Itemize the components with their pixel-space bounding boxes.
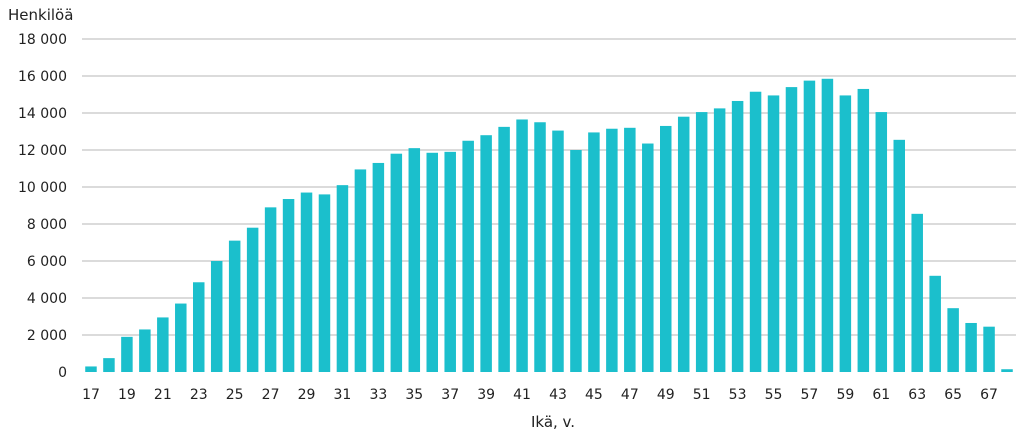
bar-age-37 xyxy=(444,151,456,372)
x-tick-label: 23 xyxy=(190,387,208,403)
x-tick-label: 45 xyxy=(585,387,603,403)
bar-age-59 xyxy=(839,95,852,373)
bars xyxy=(85,78,1013,373)
y-tick-label: 16 000 xyxy=(18,69,67,85)
bar-age-18 xyxy=(103,358,115,373)
bar-age-50 xyxy=(677,116,690,372)
bar-age-56 xyxy=(785,87,798,372)
x-tick-label: 21 xyxy=(154,387,172,403)
y-tick-label: 6 000 xyxy=(27,254,67,270)
bar-age-43 xyxy=(552,130,564,372)
bar-age-66 xyxy=(965,322,977,372)
bar-age-27 xyxy=(264,207,277,372)
bar-age-54 xyxy=(749,91,762,372)
x-tick-label: 33 xyxy=(369,387,387,403)
bar-age-30 xyxy=(318,194,331,372)
x-tick-label: 37 xyxy=(441,387,459,403)
x-axis-title: Ikä, v. xyxy=(531,413,575,431)
bar-age-26 xyxy=(246,227,259,372)
bar-age-48 xyxy=(642,143,654,372)
x-tick-label: 47 xyxy=(621,387,639,403)
x-tick-label: 17 xyxy=(82,387,100,403)
bar-age-52 xyxy=(713,108,726,373)
bar-age-40 xyxy=(498,126,510,373)
bar-age-62 xyxy=(893,139,905,372)
y-tick-label: 12 000 xyxy=(18,143,67,159)
bar-age-24 xyxy=(210,261,223,372)
x-tick-label: 27 xyxy=(262,387,280,403)
bar-age-64 xyxy=(929,275,941,372)
x-tick-label: 53 xyxy=(729,387,747,403)
x-tick-label: 35 xyxy=(405,387,423,403)
bar-age-28 xyxy=(282,199,295,372)
x-tick-label: 39 xyxy=(477,387,495,403)
y-tick-label: 2 000 xyxy=(27,328,67,344)
x-tick-label: 51 xyxy=(693,387,711,403)
x-tick-label: 59 xyxy=(836,387,854,403)
bar-age-21 xyxy=(157,317,169,372)
bar-age-35 xyxy=(408,148,421,372)
x-tick-label: 57 xyxy=(801,387,819,403)
bar-age-23 xyxy=(193,282,205,372)
bar-age-60 xyxy=(857,88,870,372)
bar-age-65 xyxy=(947,308,959,372)
x-tick-label: 31 xyxy=(334,387,352,403)
bar-age-67 xyxy=(983,326,995,372)
y-tick-label: 14 000 xyxy=(18,106,67,122)
bar-age-63 xyxy=(911,213,923,372)
x-tick-label: 41 xyxy=(513,387,531,403)
x-tick-label: 61 xyxy=(872,387,890,403)
y-tick-label: 18 000 xyxy=(18,32,67,48)
x-tick-labels: 17 19 21 23 25 27 29 31 33 35 37 39 41 43 45 47 49 51 53 55… xyxy=(82,387,998,403)
y-tick-label: 10 000 xyxy=(18,180,67,196)
bar-age-20 xyxy=(139,329,151,372)
bar-age-32 xyxy=(354,169,367,372)
bar-age-49 xyxy=(660,125,672,372)
x-tick-label: 65 xyxy=(944,387,962,403)
bar-age-34 xyxy=(390,153,403,372)
bar-age-53 xyxy=(731,100,744,372)
bar-age-45 xyxy=(588,132,600,372)
x-tick-label: 25 xyxy=(226,387,244,403)
bar-age-36 xyxy=(426,152,438,372)
bar-age-29 xyxy=(300,192,313,372)
bar-age-61 xyxy=(875,112,888,372)
x-tick-label: 49 xyxy=(657,387,675,403)
x-tick-label: 29 xyxy=(298,387,316,403)
bar-age-38 xyxy=(462,140,474,372)
bar-age-39 xyxy=(480,135,492,372)
bar-age-47 xyxy=(624,127,636,372)
bar-age-41 xyxy=(516,119,528,372)
x-tick-label: 63 xyxy=(908,387,926,403)
bar-age-44 xyxy=(570,150,582,372)
x-tick-label: 43 xyxy=(549,387,567,403)
bar-age-31 xyxy=(336,185,349,372)
bar-age-68 xyxy=(1001,369,1013,372)
bar-age-33 xyxy=(372,162,385,372)
bar-age-25 xyxy=(228,240,241,372)
bar-age-58 xyxy=(821,78,834,372)
bar-age-17 xyxy=(85,366,97,372)
x-tick-label: 67 xyxy=(980,387,998,403)
x-tick-label: 55 xyxy=(765,387,783,403)
y-tick-label: 0 xyxy=(58,365,67,381)
y-tick-label: 8 000 xyxy=(27,217,67,233)
bar-age-46 xyxy=(606,128,618,372)
bar-age-51 xyxy=(695,112,708,372)
bar-age-57 xyxy=(803,80,816,373)
bar-age-22 xyxy=(175,303,187,372)
y-axis-title: Henkilöä xyxy=(8,6,73,24)
y-tick-labels: 0 2 000 4 000 6 000 8 000 10 000 12 000 14 000 1… xyxy=(18,32,67,381)
bar-age-55 xyxy=(767,95,780,373)
y-tick-label: 4 000 xyxy=(27,291,67,307)
bar-age-19 xyxy=(121,336,133,372)
x-tick-label: 19 xyxy=(118,387,136,403)
bar-age-42 xyxy=(534,122,546,372)
